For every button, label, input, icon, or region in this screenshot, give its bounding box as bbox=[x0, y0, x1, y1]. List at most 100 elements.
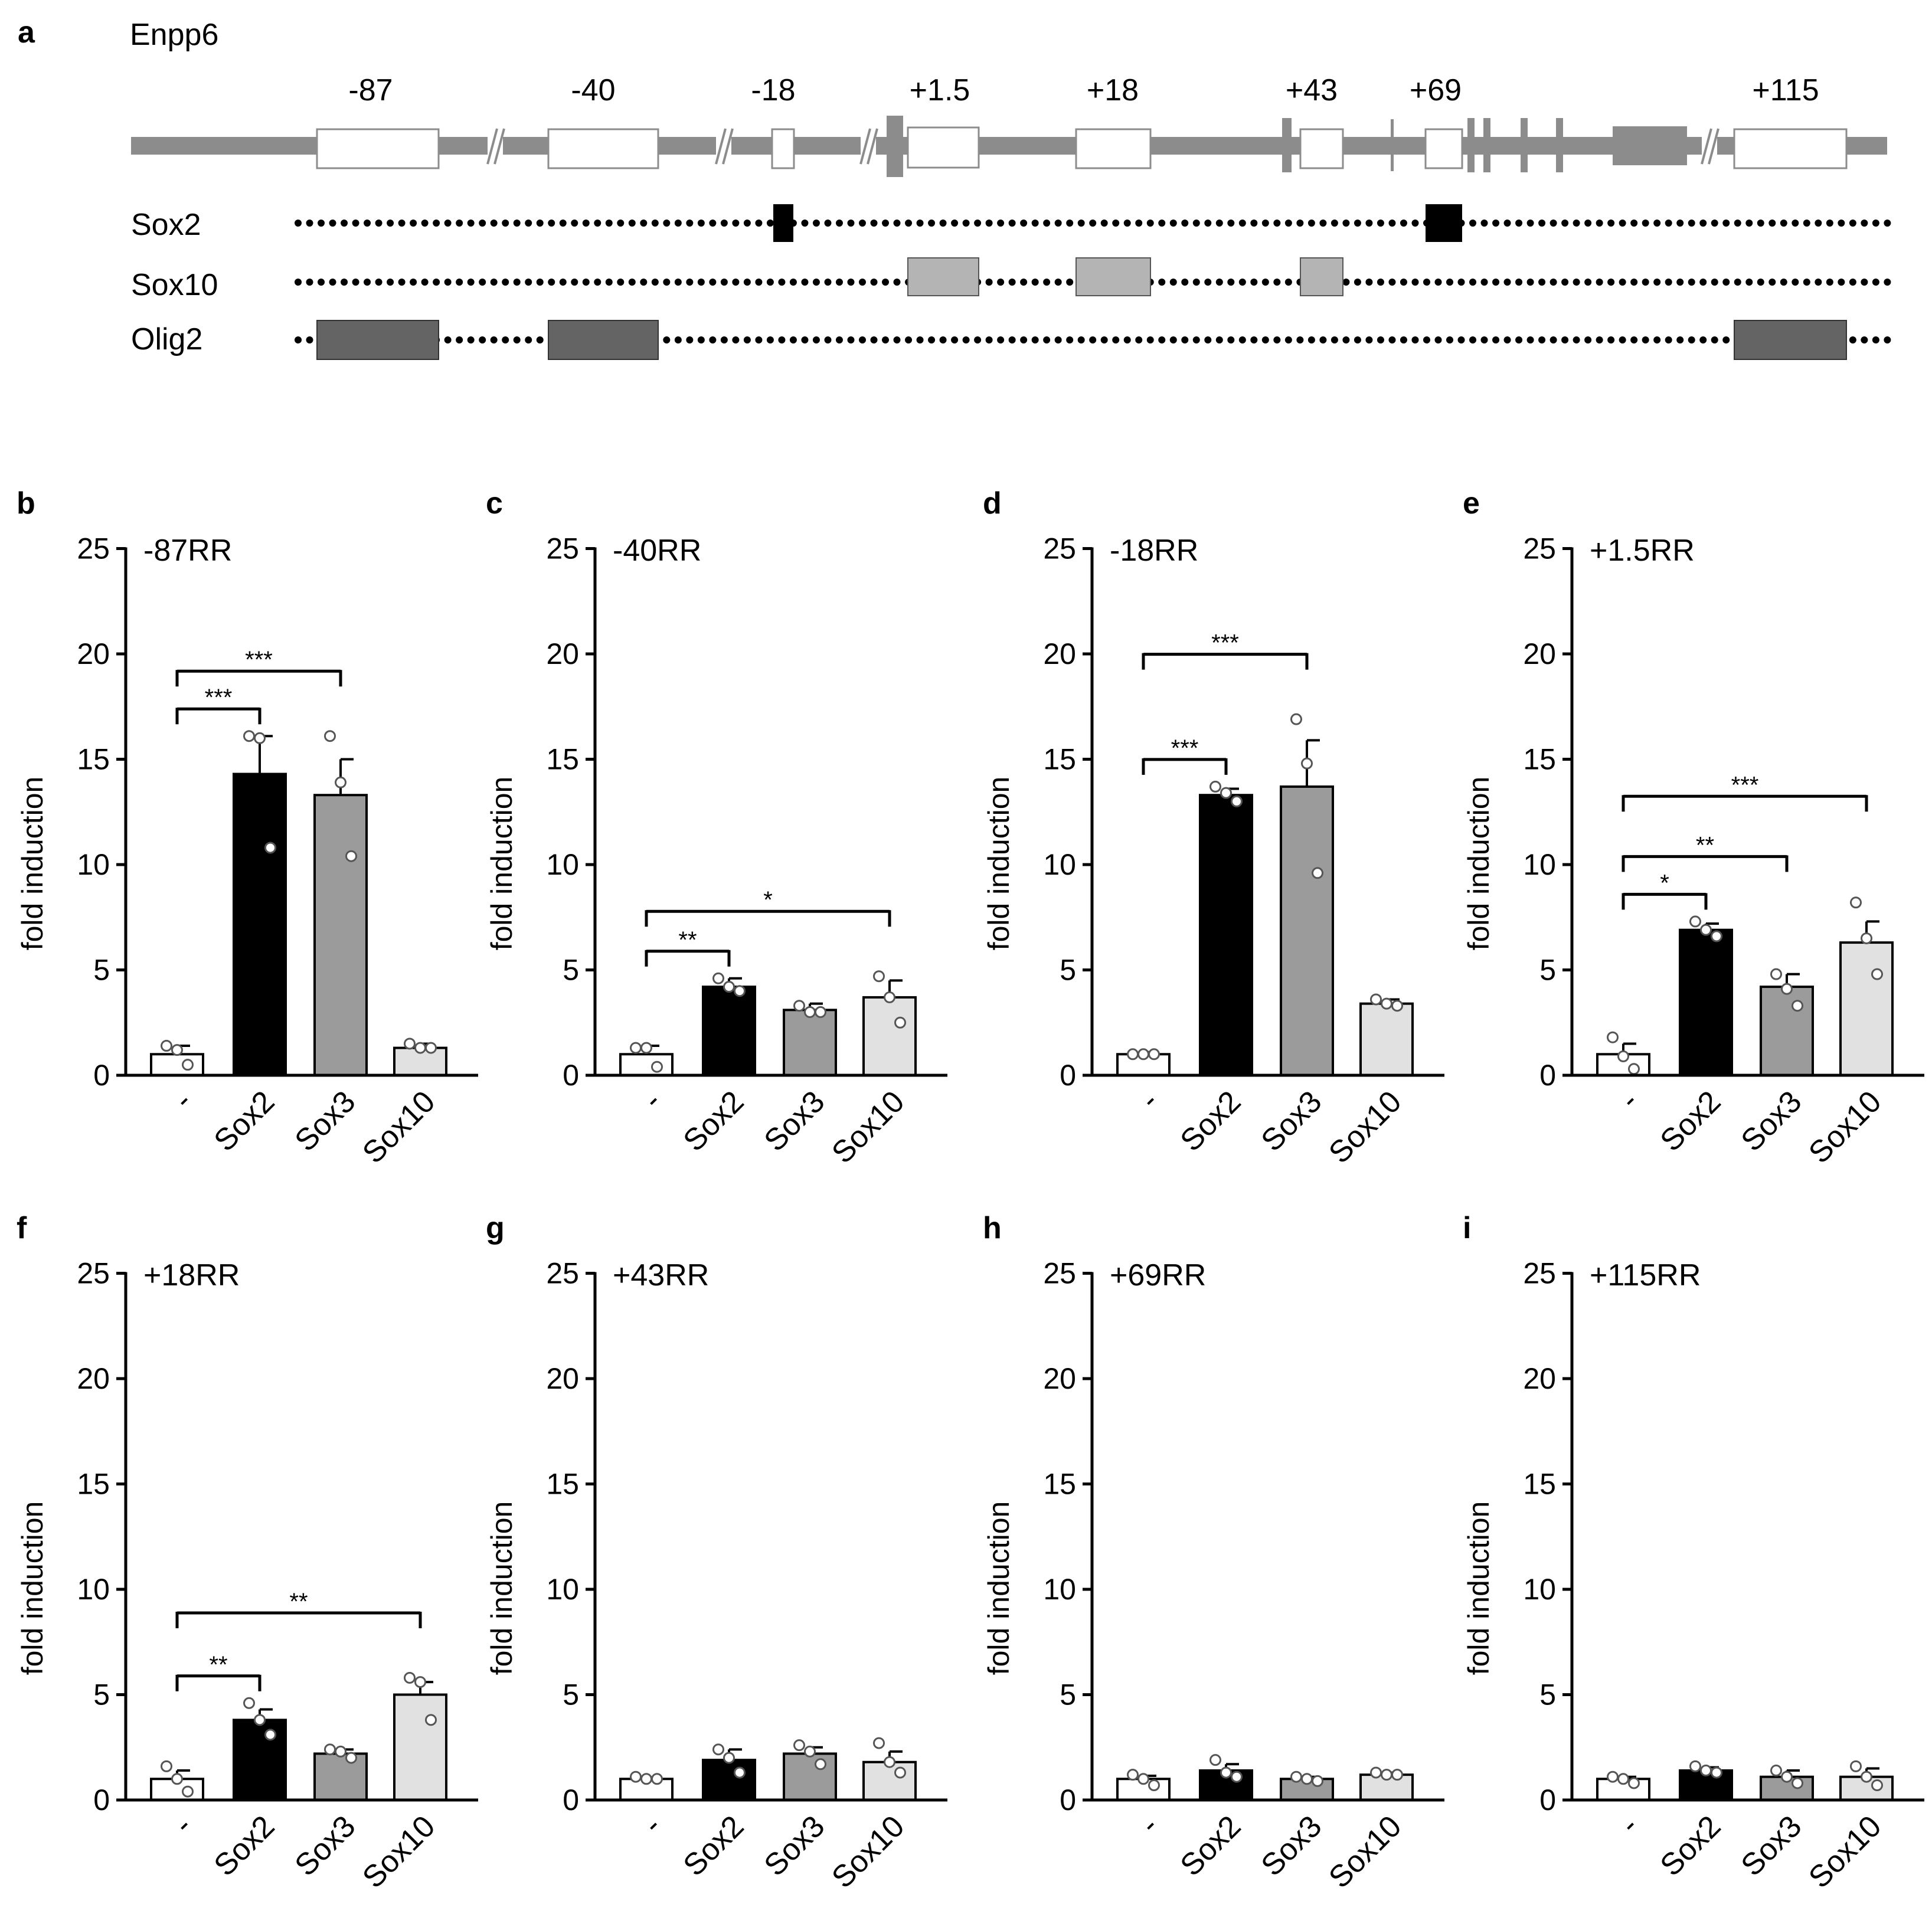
chart-panel-g: g +43RR 0 5 10 15 20 25 fold induction - Sox2 Sox3S… bbox=[485, 1211, 947, 1895]
data-point bbox=[414, 1042, 426, 1054]
x-tick-label: Sox10 bbox=[1802, 1084, 1888, 1170]
binding-track-sox2: Sox2 bbox=[131, 204, 1898, 242]
binding-site bbox=[907, 257, 979, 296]
y-tick-label: 20 bbox=[546, 1362, 579, 1395]
data-point bbox=[1231, 795, 1243, 807]
y-tick-label: 5 bbox=[93, 1678, 110, 1711]
data-point bbox=[1370, 1766, 1382, 1779]
data-point bbox=[894, 1766, 906, 1779]
y-tick-label: 15 bbox=[1523, 1468, 1556, 1501]
data-point bbox=[171, 1773, 183, 1785]
chart-panel-f: f +18RR 0 5 10 15 20 25 fold induction - Sox2 Sox3S… bbox=[16, 1211, 478, 1895]
x-tick-label: Sox2 bbox=[208, 1809, 282, 1883]
exon bbox=[887, 116, 903, 177]
data-point bbox=[1700, 1765, 1712, 1777]
x-tick-label: - bbox=[167, 1809, 198, 1840]
gene-name: Enpp6 bbox=[130, 18, 218, 52]
bar bbox=[1679, 928, 1733, 1077]
x-tick-label: Sox3 bbox=[1255, 1809, 1329, 1883]
binding-site bbox=[773, 204, 793, 242]
x-tick-label: Sox3 bbox=[1255, 1084, 1329, 1158]
data-point bbox=[1628, 1777, 1640, 1789]
data-point bbox=[630, 1770, 642, 1783]
region-label: +69 bbox=[1410, 73, 1462, 107]
data-point bbox=[171, 1044, 183, 1056]
y-tick-label: 25 bbox=[1523, 532, 1556, 565]
binding-site bbox=[548, 320, 659, 360]
regulatory-region bbox=[771, 128, 795, 169]
x-tick-label: Sox2 bbox=[1174, 1084, 1248, 1158]
panel-label: c bbox=[486, 486, 503, 521]
data-point bbox=[1607, 1770, 1619, 1783]
region-label: +1.5 bbox=[910, 73, 970, 107]
data-point bbox=[1391, 1769, 1403, 1781]
panel-label-a: a bbox=[18, 15, 35, 50]
significance-label: ** bbox=[289, 1589, 308, 1615]
binding-track-olig2: Olig2 bbox=[131, 320, 1898, 360]
y-tick-label: 15 bbox=[1523, 743, 1556, 776]
x-tick-label: Sox3 bbox=[758, 1084, 832, 1158]
significance-label: ** bbox=[1696, 832, 1714, 858]
exon bbox=[1391, 119, 1394, 171]
significance-label: * bbox=[1660, 870, 1669, 896]
track-label: Olig2 bbox=[131, 322, 202, 356]
y-axis-title: fold induction bbox=[1462, 777, 1495, 951]
y-tick-label: 20 bbox=[1523, 1362, 1556, 1395]
data-point bbox=[1871, 968, 1883, 980]
chart-panel-i: i +115RR 0 5 10 15 20 25 fold induction - Sox2 Sox3… bbox=[1462, 1211, 1924, 1895]
data-point bbox=[1700, 924, 1712, 936]
data-point bbox=[723, 1752, 735, 1764]
data-point bbox=[1301, 757, 1313, 770]
y-tick-label: 10 bbox=[546, 848, 579, 881]
data-point bbox=[1381, 997, 1392, 1010]
x-tick-label: Sox10 bbox=[825, 1084, 911, 1170]
data-point bbox=[1301, 1773, 1313, 1785]
y-tick-label: 25 bbox=[1043, 1257, 1076, 1290]
data-point bbox=[734, 985, 746, 997]
data-point bbox=[1792, 1777, 1803, 1789]
y-tick-label: 5 bbox=[563, 1678, 579, 1711]
y-axis-title: fold induction bbox=[982, 777, 1015, 951]
bar bbox=[702, 1759, 756, 1801]
data-point bbox=[1861, 1770, 1872, 1783]
y-tick-label: 15 bbox=[546, 1468, 579, 1501]
bar bbox=[862, 996, 917, 1077]
y-tick-label: 0 bbox=[563, 1059, 579, 1092]
x-tick-label: Sox2 bbox=[1174, 1809, 1248, 1883]
y-tick-label: 10 bbox=[77, 848, 110, 881]
data-point bbox=[345, 850, 357, 862]
data-point bbox=[161, 1760, 172, 1772]
y-tick-label: 0 bbox=[93, 1783, 110, 1817]
data-point bbox=[1781, 983, 1793, 995]
x-tick-label: - bbox=[1613, 1084, 1645, 1115]
chart-panel-e: e +1.5RR 0 5 10 15 20 25 fold induction - Sox2 Sox3… bbox=[1462, 486, 1924, 1170]
y-tick-label: 5 bbox=[563, 954, 579, 987]
y-tick-label: 10 bbox=[1043, 1573, 1076, 1606]
data-point bbox=[182, 1785, 194, 1798]
regulatory-region bbox=[316, 128, 440, 169]
y-tick-label: 20 bbox=[1523, 637, 1556, 670]
significance-label: *** bbox=[1171, 735, 1199, 761]
bar bbox=[1359, 1773, 1414, 1801]
binding-site bbox=[316, 320, 439, 360]
data-point bbox=[161, 1040, 172, 1052]
regulatory-region bbox=[1733, 128, 1848, 169]
x-tick-label: Sox3 bbox=[289, 1809, 362, 1883]
bar bbox=[1199, 794, 1253, 1076]
data-point bbox=[1137, 1773, 1149, 1785]
data-point bbox=[1148, 1779, 1160, 1792]
chart-title: +43RR bbox=[613, 1258, 709, 1292]
regulatory-region bbox=[1299, 128, 1344, 169]
x-tick-label: - bbox=[167, 1084, 198, 1115]
x-tick-label: Sox2 bbox=[1654, 1809, 1728, 1883]
data-point bbox=[1231, 1770, 1243, 1783]
bar bbox=[393, 1693, 447, 1801]
x-tick-label: Sox10 bbox=[1322, 1084, 1408, 1170]
data-point bbox=[1148, 1048, 1160, 1061]
x-tick-label: - bbox=[1133, 1809, 1165, 1840]
panel-label: i bbox=[1463, 1211, 1471, 1245]
data-point bbox=[1792, 1000, 1803, 1012]
significance-label: *** bbox=[1211, 630, 1239, 656]
